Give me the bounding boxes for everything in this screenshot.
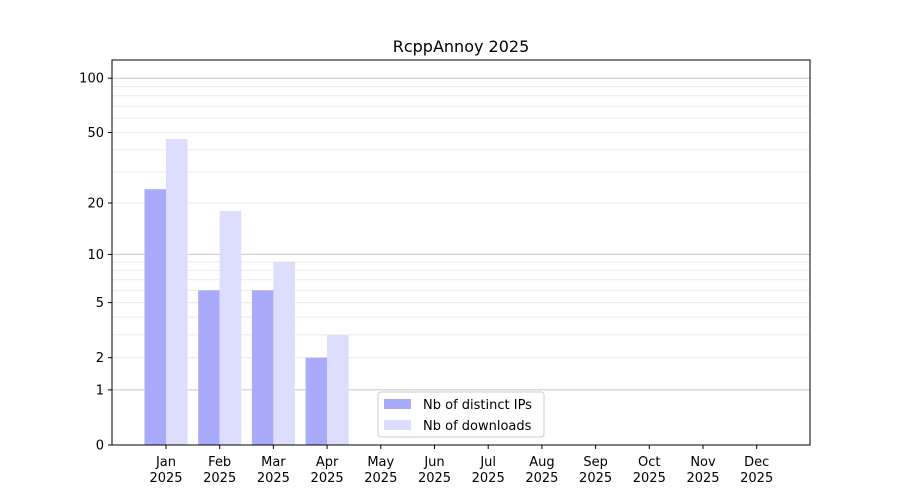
x-tick-label: Feb 2025 — [203, 455, 236, 486]
chart-title: RcppAnnoy 2025 — [393, 37, 530, 56]
x-tick-label: Jun 2025 — [418, 455, 451, 486]
bar-downloads — [273, 262, 295, 445]
y-tick-label: 10 — [87, 248, 104, 263]
x-tick-label: Dec 2025 — [740, 455, 773, 486]
x-tick-label: Jul 2025 — [472, 455, 505, 486]
legend-label: Nb of downloads — [423, 419, 532, 434]
x-tick-label: Aug 2025 — [525, 455, 558, 486]
bar-distinct-ips — [144, 189, 166, 445]
legend-swatch — [384, 420, 411, 430]
y-tick-label: 50 — [87, 126, 104, 141]
x-tick-label: Oct 2025 — [633, 455, 666, 486]
x-tick-label: May 2025 — [364, 455, 397, 486]
legend-swatch — [384, 399, 411, 409]
legend-box — [377, 391, 545, 438]
bar-downloads — [219, 210, 242, 445]
y-tick-label: 0 — [96, 439, 104, 454]
bar-distinct-ips — [198, 290, 220, 445]
legend-label: Nb of distinct IPs — [423, 398, 532, 413]
bar-distinct-ips — [305, 357, 328, 445]
y-tick-label: 100 — [79, 72, 104, 87]
x-tick-label: Nov 2025 — [686, 455, 719, 486]
x-tick-label: Jan 2025 — [149, 455, 182, 486]
plot-frame — [111, 59, 811, 446]
bar-distinct-ips — [251, 290, 274, 445]
x-tick-label: Apr 2025 — [311, 455, 344, 486]
y-tick-label: 5 — [96, 296, 104, 311]
legend: Nb of distinct IPs Nb of downloads — [377, 391, 545, 438]
x-tick-label: Mar 2025 — [257, 455, 290, 486]
y-tick-label: 1 — [96, 383, 104, 398]
y-tick-label: 20 — [87, 197, 104, 212]
bar-downloads — [327, 334, 349, 445]
bar-downloads — [166, 139, 188, 445]
y-tick-label: 2 — [96, 351, 104, 366]
x-tick-label: Sep 2025 — [579, 455, 612, 486]
